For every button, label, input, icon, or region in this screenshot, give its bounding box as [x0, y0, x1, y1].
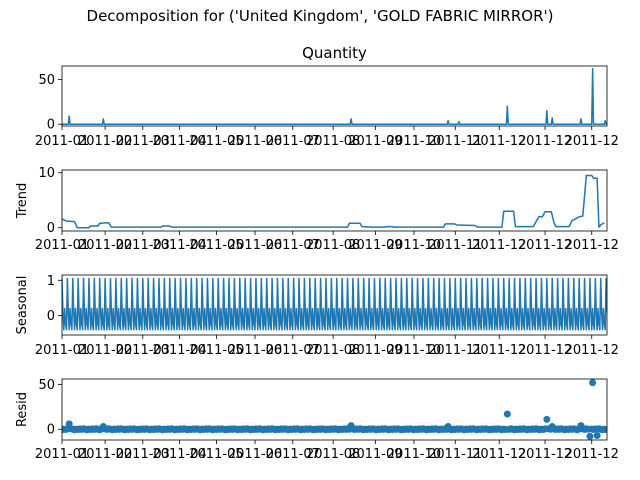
x-tick-label: 2011-05 [189, 134, 243, 149]
x-tick-label: 2011-09 [348, 343, 402, 358]
y-tick-label: 50 [38, 73, 55, 88]
x-tick-label: 2011-12 [518, 134, 572, 149]
x-tick-label: 2011-05 [189, 238, 243, 253]
resid-point [543, 415, 551, 423]
axes-frame [61, 169, 608, 232]
x-tick-label: 2011-09 [348, 238, 402, 253]
x-tick-label: 2011-10 [387, 343, 441, 358]
x-tick-label: 2011-04 [152, 134, 206, 149]
plot-area [62, 379, 607, 440]
x-tick-label: 2011-02 [78, 343, 132, 358]
x-tick-label: 2011-02 [78, 238, 132, 253]
y-axis-label: Trend [15, 183, 30, 220]
x-tick-label: 2011-03 [116, 343, 170, 358]
panel-observed: Quantity0502011-012011-022011-032011-042… [35, 44, 619, 149]
x-tick-label: 2011-04 [152, 343, 206, 358]
x-tick-label: 2011-07 [266, 238, 320, 253]
x-tick-label: 2011-08 [306, 238, 360, 253]
x-tick-label: 2011-05 [189, 447, 243, 462]
x-tick-label: 2011-12 [565, 343, 619, 358]
x-tick-label: 2011-07 [266, 447, 320, 462]
resid-point [589, 379, 597, 387]
y-tick-label: 0 [47, 309, 55, 324]
axes-frame [61, 378, 608, 441]
x-tick-label: 2011-12 [565, 134, 619, 149]
y-tick-label: 10 [38, 166, 55, 181]
resid-point [503, 410, 511, 418]
resid-point [586, 432, 594, 440]
y-tick-label: 1 [47, 274, 55, 289]
x-tick-label: 2011-08 [306, 447, 360, 462]
x-tick-label: 2011-11 [428, 343, 482, 358]
plot-area [62, 277, 607, 331]
x-tick-label: 2011-12 [472, 238, 526, 253]
x-tick-label: 2011-03 [116, 134, 170, 149]
x-tick-label: 2011-03 [116, 238, 170, 253]
x-tick-label: 2011-06 [228, 447, 282, 462]
x-tick-label: 2011-12 [518, 238, 572, 253]
resid-point [593, 432, 601, 440]
x-tick-label: 2011-10 [387, 447, 441, 462]
trend-series-line [62, 174, 605, 229]
x-tick-label: 2011-01 [35, 343, 89, 358]
x-tick-label: 2011-04 [152, 238, 206, 253]
x-tick-label: 2011-12 [518, 447, 572, 462]
x-tick-label: 2011-06 [228, 343, 282, 358]
x-tick-label: 2011-10 [387, 238, 441, 253]
x-tick-label: 2011-04 [152, 447, 206, 462]
plot-area [62, 67, 607, 125]
x-tick-label: 2011-12 [518, 343, 572, 358]
y-tick-label: 0 [47, 423, 55, 438]
resid-point [602, 426, 607, 434]
panel-seasonal: Seasonal 012011-012011-022011-032011-0420… [15, 274, 619, 358]
figure-suptitle: Decomposition for ('United Kingdom', 'GO… [87, 7, 554, 25]
seasonal-series-line [62, 277, 607, 331]
x-tick-label: 2011-09 [348, 134, 402, 149]
x-tick-label: 2011-11 [428, 447, 482, 462]
y-axis-label: Seasonal [15, 276, 30, 335]
x-tick-label: 2011-05 [189, 343, 243, 358]
x-tick-label: 2011-11 [428, 238, 482, 253]
x-tick-label: 2011-12 [565, 238, 619, 253]
x-tick-label: 2011-09 [348, 447, 402, 462]
y-tick-label: 0 [47, 221, 55, 236]
y-axis-label: Resid [15, 392, 30, 427]
x-tick-label: 2011-02 [78, 134, 132, 149]
x-tick-label: 2011-12 [472, 134, 526, 149]
x-tick-label: 2011-12 [565, 447, 619, 462]
x-tick-label: 2011-06 [228, 134, 282, 149]
x-tick-label: 2011-12 [472, 343, 526, 358]
x-tick-label: 2011-02 [78, 447, 132, 462]
axes-frame [61, 65, 608, 127]
panel-trend: Trend0102011-012011-022011-032011-042011… [15, 166, 619, 253]
x-tick-label: 2011-12 [472, 447, 526, 462]
plot-area [62, 174, 605, 229]
x-tick-label: 2011-08 [306, 134, 360, 149]
axes-frame [61, 274, 608, 336]
panel-resid: Resid0502011-012011-022011-032011-042011… [15, 378, 619, 462]
x-tick-label: 2011-01 [35, 447, 89, 462]
x-tick-label: 2011-01 [35, 238, 89, 253]
x-tick-label: 2011-07 [266, 343, 320, 358]
y-tick-label: 0 [47, 118, 55, 133]
x-tick-label: 2011-03 [116, 447, 170, 462]
panels: Quantity0502011-012011-022011-032011-042… [15, 44, 619, 462]
x-tick-label: 2011-07 [266, 134, 320, 149]
panel-title: Quantity [302, 44, 367, 62]
x-tick-label: 2011-10 [387, 134, 441, 149]
y-tick-label: 50 [38, 378, 55, 393]
x-tick-label: 2011-11 [428, 134, 482, 149]
x-tick-label: 2011-01 [35, 134, 89, 149]
observed-series-line [62, 67, 607, 125]
x-tick-label: 2011-06 [228, 238, 282, 253]
x-tick-label: 2011-08 [306, 343, 360, 358]
